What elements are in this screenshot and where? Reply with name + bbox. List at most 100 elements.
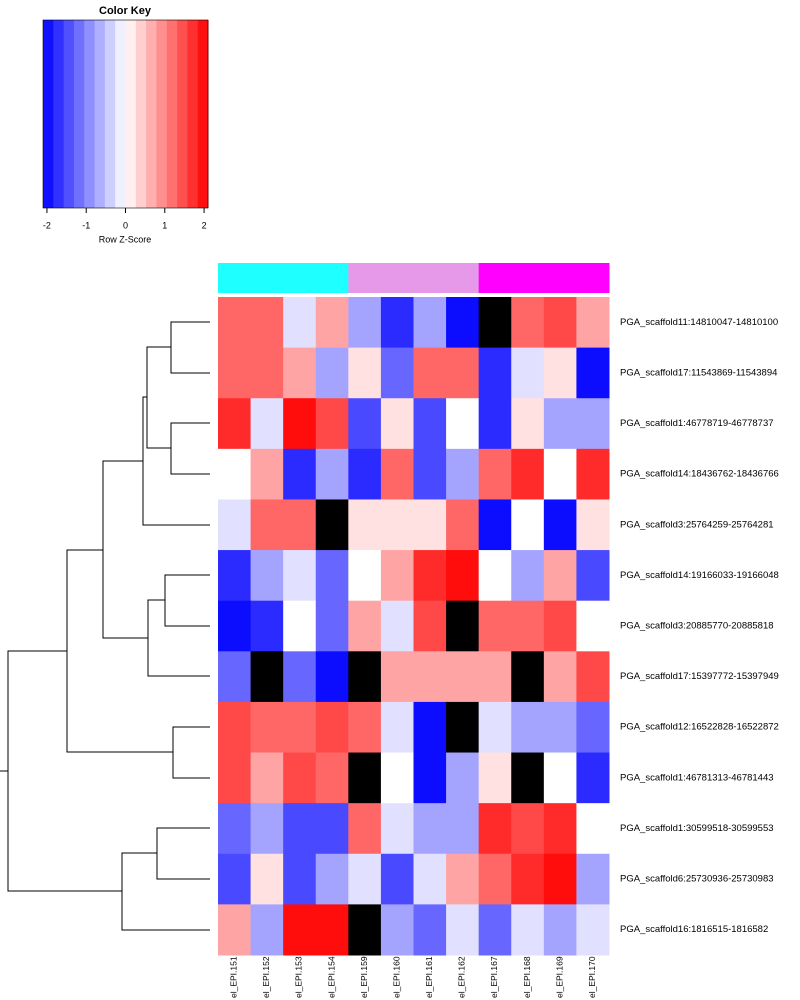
row-label: PGA_scaffold3:20885770-20885818 — [620, 621, 774, 632]
heatmap-cell — [576, 651, 610, 703]
heatmap-cell — [380, 803, 414, 855]
heatmap-cell — [576, 853, 610, 905]
color-key-bin — [197, 20, 209, 208]
heatmap-cell — [348, 398, 382, 450]
row-label: PGA_scaffold1:46778719-46778737 — [620, 418, 774, 429]
heatmap-cell — [283, 550, 317, 602]
heatmap-cell — [543, 550, 577, 602]
heatmap-cell — [413, 297, 447, 349]
heatmap-cell — [348, 752, 382, 804]
heatmap-cell — [283, 448, 317, 500]
heatmap-cell — [543, 398, 577, 450]
heatmap-cell — [478, 803, 512, 855]
heatmap-cell — [478, 297, 512, 349]
color-key-bin — [63, 20, 75, 208]
heatmap-cell — [543, 347, 577, 399]
column-label: el_EPI.151 — [229, 956, 239, 998]
row-label: PGA_scaffold16:1816515-1816582 — [620, 924, 768, 935]
heatmap-cell — [543, 701, 577, 754]
column-side-color — [218, 263, 252, 293]
heatmap-cell — [348, 701, 382, 754]
color-key-tick-label: 1 — [162, 220, 167, 230]
heatmap-cell — [283, 651, 317, 703]
heatmap-cell — [446, 448, 480, 500]
column-label: el_EPI.161 — [424, 956, 434, 998]
heatmap-cell — [478, 651, 512, 703]
heatmap-cell — [348, 651, 382, 703]
heatmap-cell — [576, 297, 610, 349]
column-side-color — [543, 263, 577, 293]
heatmap-cell — [380, 853, 414, 905]
heatmap-cell — [576, 904, 610, 956]
column-label: el_EPI.160 — [391, 956, 401, 998]
heatmap-cell — [218, 398, 252, 450]
heatmap-cell — [380, 600, 414, 652]
row-label: PGA_scaffold6:25730936-25730983 — [620, 874, 774, 885]
heatmap-cell — [478, 347, 512, 399]
heatmap-cell — [218, 752, 252, 804]
heatmap-cell — [315, 803, 349, 855]
heatmap-cell — [218, 499, 252, 551]
heatmap-cell — [380, 499, 414, 551]
color-key-bin — [135, 20, 147, 208]
heatmap-cell — [250, 550, 284, 602]
heatmap-cell — [348, 904, 382, 956]
heatmap-cell — [511, 347, 545, 399]
heatmap-cell — [348, 550, 382, 602]
heatmap-cell — [413, 803, 447, 855]
heatmap-cell — [543, 853, 577, 905]
column-label: el_EPI.170 — [587, 956, 597, 998]
heatmap-cell — [218, 803, 252, 855]
color-key-label: Row Z-Score — [99, 234, 152, 244]
heatmap-cell — [413, 600, 447, 652]
heatmap-cell — [478, 701, 512, 754]
heatmap-cell — [250, 701, 284, 754]
heatmap-cell — [283, 701, 317, 754]
heatmap-cell — [250, 853, 284, 905]
heatmap-cell — [576, 600, 610, 652]
column-label: el_EPI.169 — [554, 956, 564, 998]
heatmap-cell — [218, 600, 252, 652]
color-key-tick-label: -1 — [82, 220, 90, 230]
heatmap-cell — [511, 853, 545, 905]
heatmap-cell — [413, 904, 447, 956]
heatmap-cell — [315, 347, 349, 399]
heatmap-cell — [511, 448, 545, 500]
heatmap-cell — [250, 600, 284, 652]
heatmap-cell — [413, 550, 447, 602]
heatmap-cell — [315, 904, 349, 956]
color-key-bin — [84, 20, 96, 208]
heatmap-cell — [250, 297, 284, 349]
row-label: PGA_scaffold14:19166033-19166048 — [620, 570, 779, 581]
color-key-title: Color Key — [99, 5, 152, 17]
heatmap-cell — [315, 448, 349, 500]
heatmap-cell — [478, 448, 512, 500]
color-key-bin — [125, 20, 137, 208]
heatmap-cell — [446, 398, 480, 450]
heatmap-cell — [446, 904, 480, 956]
heatmap-cell — [315, 398, 349, 450]
heatmap-cell — [348, 297, 382, 349]
heatmap-cell — [478, 853, 512, 905]
heatmap-cell — [380, 347, 414, 399]
heatmap-cell — [478, 904, 512, 956]
heatmap-cell — [478, 550, 512, 602]
heatmap-cell — [511, 701, 545, 754]
column-label: el_EPI.154 — [326, 956, 336, 998]
heatmap-cell — [315, 651, 349, 703]
color-key-tick-label: -2 — [43, 220, 51, 230]
heatmap-cell — [446, 499, 480, 551]
heatmap-cell — [250, 347, 284, 399]
heatmap-cell — [576, 347, 610, 399]
heatmap-cell — [576, 398, 610, 450]
heatmap-cell — [283, 904, 317, 956]
heatmap-cell — [218, 448, 252, 500]
heatmap-cell — [250, 448, 284, 500]
row-label: PGA_scaffold17:15397772-15397949 — [620, 671, 779, 682]
column-side-color — [283, 263, 317, 293]
column-label: el_EPI.152 — [261, 956, 271, 998]
heatmap-cell — [315, 550, 349, 602]
column-label: el_EPI.153 — [294, 956, 304, 998]
heatmap-cell — [511, 600, 545, 652]
